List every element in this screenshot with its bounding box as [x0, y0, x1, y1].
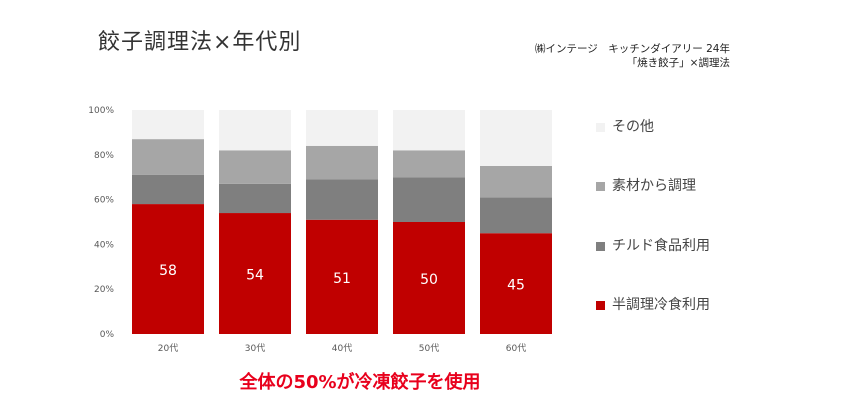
legend-label: 半調理冷食利用 [612, 297, 710, 313]
legend-swatch [596, 182, 605, 191]
bar-segment [132, 110, 204, 140]
bar-segment [393, 177, 465, 222]
bar-segment [306, 179, 378, 220]
bar-segment [306, 110, 378, 146]
source-line-1: ㈱インテージ キッチンダイアリー 24年 [535, 43, 730, 55]
bar-segment [480, 197, 552, 234]
x-tick-label: 20代 [158, 343, 178, 354]
bar-segment [393, 150, 465, 178]
bar-segment [219, 110, 291, 151]
bar-segment [393, 110, 465, 151]
bar-segment [306, 219, 378, 334]
source-line-2: 「焼き餃子」×調理法 [626, 57, 730, 69]
data-label: 58 [159, 263, 177, 279]
bar-segment [306, 145, 378, 180]
y-tick-label: 80% [94, 151, 114, 161]
bar-segment [132, 139, 204, 175]
callout-text: 全体の50%が冷凍餃子を使用 [239, 372, 481, 393]
bar-segment [480, 110, 552, 166]
x-tick-label: 60代 [506, 343, 526, 354]
legend-label: 素材から調理 [612, 178, 696, 194]
bar-segment [219, 150, 291, 184]
data-label: 45 [507, 278, 525, 294]
bar-segment [132, 174, 204, 205]
legend-label: その他 [612, 119, 654, 135]
data-label: 54 [246, 268, 264, 284]
legend-swatch [596, 123, 605, 132]
data-label: 51 [333, 271, 351, 287]
bar-segment [219, 183, 291, 214]
page-title: 餃子調理法×年代別 [98, 30, 302, 55]
x-tick-label: 50代 [419, 343, 439, 354]
bar-segment [132, 204, 204, 334]
bar-segment [219, 213, 291, 334]
bar-segment [393, 222, 465, 334]
bar-segment [480, 166, 552, 198]
y-tick-label: 0% [100, 330, 115, 340]
x-tick-label: 30代 [245, 343, 265, 354]
y-tick-label: 40% [94, 240, 114, 250]
y-tick-label: 20% [94, 285, 114, 295]
bar-segment [480, 233, 552, 334]
legend-label: チルド食品利用 [612, 238, 710, 254]
legend-swatch [596, 301, 605, 310]
y-tick-label: 60% [94, 196, 114, 206]
legend-swatch [596, 242, 605, 251]
source-note: ㈱インテージ キッチンダイアリー 24年 「焼き餃子」×調理法 [535, 42, 730, 70]
x-tick-label: 40代 [332, 343, 352, 354]
data-label: 50 [420, 272, 438, 288]
y-tick-label: 100% [88, 106, 114, 116]
